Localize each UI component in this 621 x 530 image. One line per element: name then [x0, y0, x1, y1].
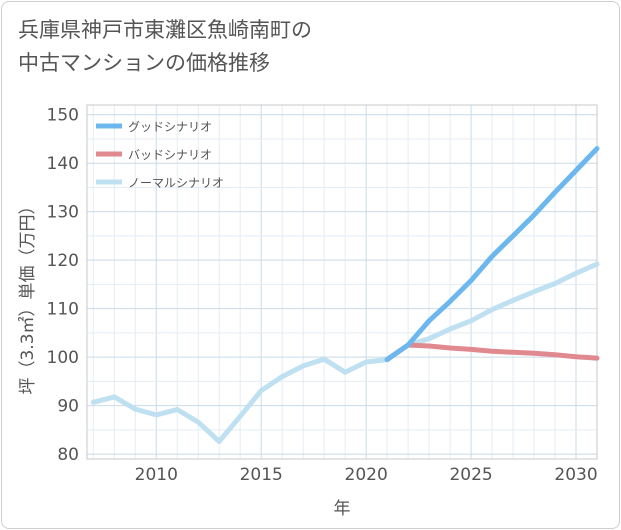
y-tick-label: 90: [57, 397, 79, 417]
y-tick-label: 120: [47, 251, 79, 271]
y-tick-label: 150: [47, 106, 79, 126]
tick-labels: 80 90 100 110 120 130 140 150 2010 2015 2020 2025 20…: [47, 106, 598, 485]
series-lines: [90, 146, 600, 444]
series-line-2: [90, 261, 600, 444]
chart-title: 兵庫県神戸市東灘区魚崎南町の 中古マンションの価格推移: [18, 14, 312, 80]
y-axis-title: 坪（3.3㎡）単価（万円）: [18, 197, 38, 394]
x-tick-label: 2020: [345, 465, 388, 485]
y-tick-label: 100: [47, 348, 79, 368]
plot-area: [86, 104, 598, 460]
x-axis-title: 年: [334, 499, 351, 519]
legend-label-1: バッドシナリオ: [128, 148, 212, 162]
legend-label-2: ノーマルシナリオ: [128, 176, 224, 190]
y-tick-label: 80: [57, 445, 79, 465]
y-tick-label: 140: [47, 154, 79, 174]
chart-title-line-1: 兵庫県神戸市東灘区魚崎南町の: [18, 18, 312, 42]
x-tick-label: 2010: [135, 465, 178, 485]
legend-label-0: グッドシナリオ: [128, 120, 212, 134]
chart-title-line-2: 中古マンションの価格推移: [18, 51, 270, 75]
x-tick-label: 2030: [554, 465, 597, 485]
x-tick-label: 2015: [240, 465, 283, 485]
series-line-1: [384, 342, 600, 363]
x-tick-label: 2025: [449, 465, 492, 485]
y-tick-label: 130: [47, 203, 79, 223]
y-tick-label: 110: [47, 300, 79, 320]
series-line-0: [384, 146, 600, 363]
